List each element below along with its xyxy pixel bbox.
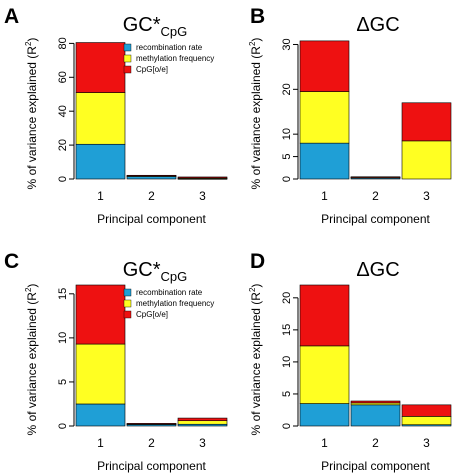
bar-segment [75, 143, 126, 180]
legend-label: methylation frequency [136, 54, 214, 63]
bar-segment [299, 91, 350, 144]
y-tick-label: 20 [57, 139, 69, 151]
panel-b: B ΔGC 0 5 10 20 30 % of variance explained (R2)… [248, 5, 452, 226]
x-tick-label: 3 [199, 189, 206, 203]
bar-segment [401, 102, 452, 142]
bar-segment [126, 174, 177, 177]
y-tick-label: 10 [281, 356, 293, 368]
panel-letter: D [250, 250, 265, 273]
x-tick-label: 2 [372, 189, 379, 203]
y-axis-label: % of variance explained (R2) [24, 38, 39, 190]
bar-segment [299, 345, 350, 404]
panel-c: C GC*CpG 0 5 10 15 % of variance explained (R2… [4, 250, 228, 473]
legend-swatch [123, 288, 132, 297]
bar-segment [401, 140, 452, 180]
y-tick-label: 20 [281, 292, 293, 304]
y-axis-label: % of variance explained (R2) [24, 284, 39, 436]
panel-d: D ΔGC 0 5 10 15 20 % of variance explained (R2)… [248, 250, 452, 473]
x-axis-label: Principal component [97, 212, 206, 226]
bar-segment [350, 176, 401, 178]
legend-swatch [123, 54, 132, 63]
bar-segment [177, 176, 228, 179]
y-tick-label: 5 [281, 391, 293, 397]
y-tick-label: 15 [281, 324, 293, 336]
x-tick-label: 2 [372, 436, 379, 450]
y-tick-label: 0 [57, 423, 69, 429]
panel-title: GC*CpG [123, 14, 188, 39]
x-tick-label: 3 [199, 436, 206, 450]
bar-segment [299, 284, 350, 347]
legend-swatch [123, 310, 132, 319]
y-tick-label: 80 [57, 37, 69, 49]
legend-swatch [123, 299, 132, 308]
y-tick-label: 10 [57, 332, 69, 344]
legend-label: CpG[o/e] [136, 65, 168, 74]
y-tick-label: 40 [57, 105, 69, 117]
bar-segment [299, 142, 350, 180]
legend-label: methylation frequency [136, 299, 214, 308]
bar-segment [75, 343, 126, 405]
bar-segment [299, 403, 350, 427]
y-tick-label: 0 [281, 423, 293, 429]
bar-segment [126, 423, 177, 425]
panel-a: A GC*CpG 0 20 40 60 80 % of variance explained … [4, 5, 228, 226]
y-tick-label: 60 [57, 71, 69, 83]
panel-title: ΔGC [356, 14, 399, 36]
x-axis-label: Principal component [321, 212, 430, 226]
y-tick-label: 15 [57, 288, 69, 300]
panel-title: ΔGC [356, 259, 399, 281]
x-tick-label: 2 [148, 436, 155, 450]
bar-segment [177, 417, 228, 422]
y-tick-label: 5 [57, 379, 69, 385]
y-axis-label: % of variance explained (R2) [248, 38, 263, 190]
legend-label: recombination rate [136, 43, 203, 52]
x-tick-label: 1 [321, 189, 328, 203]
y-tick-label: 10 [281, 128, 293, 140]
x-tick-label: 2 [148, 189, 155, 203]
legend-swatch [123, 65, 132, 74]
bar-segment [75, 284, 126, 345]
legend-label: CpG[o/e] [136, 310, 168, 319]
bar-segment [75, 42, 126, 93]
x-tick-label: 1 [97, 436, 104, 450]
y-tick-label: 5 [281, 154, 293, 160]
legend-swatch [123, 43, 132, 52]
legend-label: recombination rate [136, 288, 203, 297]
bar-segment [401, 404, 452, 417]
bar-segment [401, 416, 452, 426]
x-axis-label: Principal component [97, 459, 206, 473]
y-tick-label: 0 [57, 176, 69, 182]
bar-segment [75, 92, 126, 145]
bar-segment [177, 420, 228, 425]
y-tick-label: 30 [281, 38, 293, 50]
x-tick-label: 1 [97, 189, 104, 203]
bar-segment [350, 404, 401, 427]
panel-letter: A [4, 5, 19, 28]
x-axis-label: Principal component [321, 459, 430, 473]
x-tick-label: 3 [423, 436, 430, 450]
bar-segment [350, 400, 401, 404]
bar-segment [75, 403, 126, 427]
y-tick-label: 20 [281, 83, 293, 95]
y-axis-label: % of variance explained (R2) [248, 284, 263, 436]
panel-letter: B [250, 5, 265, 28]
bar-segment [299, 40, 350, 92]
x-tick-label: 1 [321, 436, 328, 450]
y-tick-label: 0 [281, 176, 293, 182]
panel-letter: C [4, 250, 19, 273]
x-tick-label: 3 [423, 189, 430, 203]
panel-title: GC*CpG [123, 259, 188, 284]
